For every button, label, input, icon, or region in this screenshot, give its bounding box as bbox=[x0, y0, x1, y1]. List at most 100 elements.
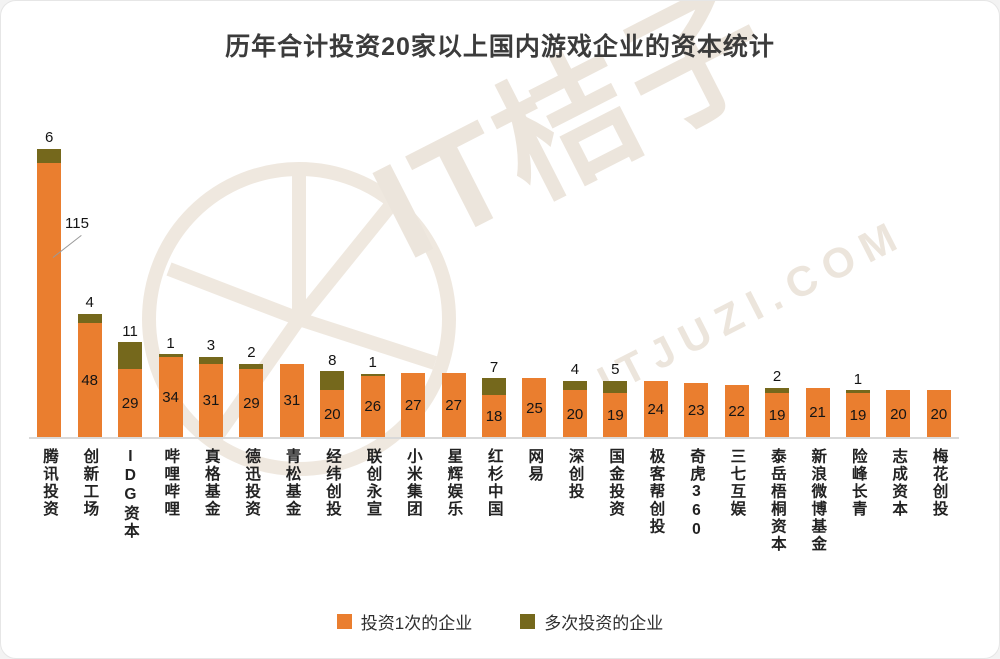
single-bar-segment: 31 bbox=[279, 363, 304, 438]
legend-label: 投资1次的企业 bbox=[360, 614, 473, 633]
bar-zone: 20 bbox=[878, 119, 918, 438]
single-value-label: 20 bbox=[890, 405, 907, 423]
bar-zone: 4 20 bbox=[555, 119, 595, 438]
single-value-label: 34 bbox=[162, 388, 179, 406]
x-axis-label: 梅花创投 bbox=[930, 448, 948, 518]
single-bar-segment: 31 bbox=[198, 363, 223, 438]
bar-zone: 8 20 bbox=[312, 119, 352, 438]
multi-bar-segment bbox=[77, 313, 102, 324]
bar-column: 11 29 IDG资本 bbox=[110, 119, 150, 600]
single-value-label: 29 bbox=[121, 394, 139, 412]
single-bar-segment: 20 bbox=[320, 390, 345, 438]
multi-bar-segment bbox=[37, 148, 62, 164]
single-bar-segment: 23 bbox=[684, 383, 709, 438]
bar-column: 21 新浪微博基金 bbox=[797, 119, 837, 600]
single-value-label: 18 bbox=[485, 407, 503, 425]
bar-column: 5 19 国金投资 bbox=[595, 119, 635, 600]
chart-title: 历年合计投资20家以上国内游戏企业的资本统计 bbox=[225, 33, 775, 61]
bar-column: 2 19 泰岳梧桐资本 bbox=[757, 119, 797, 600]
multi-value-label: 4 bbox=[570, 361, 580, 379]
bar-column: 27 星辉娱乐 bbox=[433, 119, 473, 600]
single-bar-segment: 29 bbox=[239, 368, 264, 438]
single-value-label: 19 bbox=[849, 406, 867, 424]
bar-column: 20 梅花创投 bbox=[919, 119, 959, 600]
single-bar-segment bbox=[37, 163, 62, 438]
multi-value-label: 5 bbox=[611, 361, 620, 379]
single-bar-segment: 19 bbox=[603, 392, 628, 438]
bar-column: 4 48 创新工场 bbox=[69, 119, 109, 600]
single-bar-segment: 18 bbox=[482, 394, 507, 438]
x-axis-label: 小米集团 bbox=[404, 448, 422, 518]
bar-zone: 27 bbox=[433, 119, 473, 438]
multi-bar-segment bbox=[765, 387, 790, 393]
multi-value-label: 1 bbox=[853, 370, 863, 388]
single-value-label: 25 bbox=[526, 399, 543, 417]
bar-zone: 3 31 bbox=[191, 119, 231, 438]
single-value-label: 20 bbox=[930, 405, 948, 423]
bar-zone: 1 19 bbox=[838, 119, 878, 438]
x-axis-label: 红杉中国 bbox=[485, 448, 503, 518]
bar-column: 3 31 真格基金 bbox=[191, 119, 231, 600]
multi-value-label: 1 bbox=[368, 354, 377, 371]
bar-column: 23 奇虎360 bbox=[676, 119, 716, 600]
bar-zone: 23 bbox=[676, 119, 716, 438]
bar-column: 1 34 哔哩哔哩 bbox=[150, 119, 190, 600]
multi-bar-segment bbox=[320, 371, 345, 391]
multi-value-label: 8 bbox=[328, 351, 337, 369]
x-axis-label: 三七互娱 bbox=[728, 448, 746, 518]
bar-zone: 4 48 bbox=[69, 119, 109, 438]
multi-value-label: 3 bbox=[206, 337, 216, 355]
single-bar-segment: 20 bbox=[562, 390, 587, 438]
single-bar-segment: 21 bbox=[805, 387, 830, 438]
bar-zone: 25 bbox=[514, 119, 554, 438]
bar-column: 25 网易 bbox=[514, 119, 554, 600]
single-value-label: 48 bbox=[81, 372, 98, 390]
single-value-label: 23 bbox=[687, 402, 705, 420]
multi-bar-segment bbox=[118, 342, 143, 369]
x-axis-label: 国金投资 bbox=[607, 448, 625, 518]
single-bar-segment: 48 bbox=[77, 323, 102, 438]
bar-zone: 24 bbox=[636, 119, 676, 438]
bar-zone: 1 34 bbox=[150, 119, 190, 438]
legend-item-0: 投资1次的企业 bbox=[336, 609, 473, 634]
single-bar-segment: 19 bbox=[765, 392, 790, 438]
bar-zone: 20 bbox=[919, 119, 959, 438]
x-axis-label: 创新工场 bbox=[81, 448, 99, 518]
single-value-label: 20 bbox=[323, 405, 341, 423]
bar-column: 8 20 经纬创投 bbox=[312, 119, 352, 600]
legend: 投资1次的企业 多次投资的企业 bbox=[1, 609, 999, 634]
x-axis-label: 腾讯投资 bbox=[40, 448, 58, 518]
x-axis-label: 险峰长青 bbox=[849, 448, 867, 518]
x-axis-line bbox=[29, 437, 959, 439]
bar-column: 2 29 德迅投资 bbox=[231, 119, 271, 600]
legend-swatch bbox=[336, 614, 352, 629]
multi-value-label: 1 bbox=[166, 334, 175, 352]
bar-zone: 7 18 bbox=[474, 119, 514, 438]
single-value-label: 24 bbox=[647, 400, 665, 418]
multi-value-label: 2 bbox=[772, 368, 782, 386]
x-axis-label: 泰岳梧桐资本 bbox=[768, 448, 786, 553]
multi-value-label: 11 bbox=[122, 322, 138, 340]
bar-column: 6 115 腾讯投资 bbox=[29, 119, 89, 600]
x-axis-label: 深创投 bbox=[566, 448, 584, 501]
multi-value-label: 4 bbox=[85, 294, 94, 312]
x-axis-label: 星辉娱乐 bbox=[445, 448, 463, 518]
x-axis-label: 哔哩哔哩 bbox=[162, 448, 180, 518]
single-bar-segment: 22 bbox=[724, 385, 749, 438]
x-axis-label: IDG资本 bbox=[121, 448, 139, 540]
bar-zone: 2 29 bbox=[231, 119, 271, 438]
multi-bar-segment bbox=[845, 390, 870, 393]
x-axis-label: 极客帮创投 bbox=[647, 448, 665, 536]
bar-zone: 11 29 bbox=[110, 119, 150, 438]
bar-zone: 22 bbox=[716, 119, 756, 438]
single-bar-segment: 25 bbox=[522, 378, 547, 438]
x-axis-label: 经纬创投 bbox=[324, 448, 342, 518]
x-axis-label: 奇虎360 bbox=[687, 448, 705, 540]
legend-label: 多次投资的企业 bbox=[544, 614, 664, 633]
bar-column: 7 18 红杉中国 bbox=[474, 119, 514, 600]
x-axis-label: 新浪微博基金 bbox=[809, 448, 827, 553]
bar-column: 31 青松基金 bbox=[272, 119, 312, 600]
multi-bar-segment bbox=[482, 378, 507, 395]
single-value-label: 21 bbox=[809, 404, 826, 422]
multi-bar-segment bbox=[198, 356, 223, 364]
